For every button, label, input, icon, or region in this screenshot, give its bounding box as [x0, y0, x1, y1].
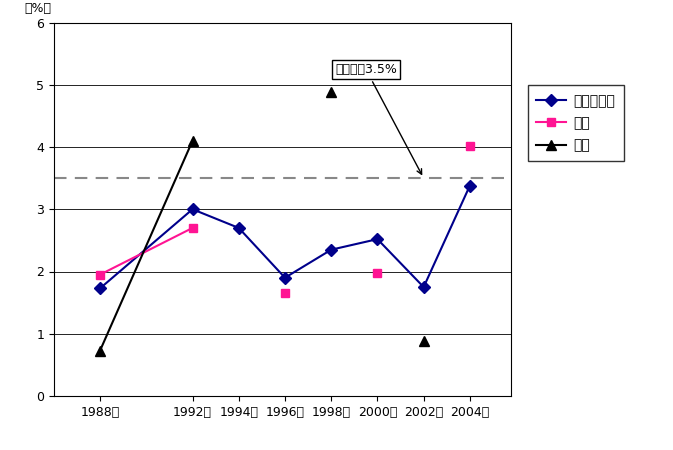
- 冬季: [419, 338, 427, 344]
- Text: （%）: （%）: [24, 2, 51, 15]
- 夏季: [96, 272, 104, 277]
- 夏季: [188, 225, 197, 230]
- 夏季: [466, 143, 474, 148]
- Line: 夏季: 夏季: [96, 142, 474, 297]
- 夏季＋冬季: [419, 284, 427, 290]
- 夏季＋冬季: [466, 183, 474, 188]
- 夏季＋冬季: [327, 247, 335, 252]
- 夏季＋冬季: [374, 236, 382, 242]
- 冬季: [327, 90, 335, 95]
- Line: 夏季＋冬季: 夏季＋冬季: [96, 181, 474, 292]
- Text: 基本目標3.5%: 基本目標3.5%: [335, 63, 421, 174]
- 夏季: [374, 270, 382, 276]
- 夏季＋冬季: [235, 225, 243, 230]
- 冬季: [96, 348, 104, 353]
- 夏季＋冬季: [96, 286, 104, 291]
- Legend: 夏季＋冬季, 夏季, 冬季: 夏季＋冬季, 夏季, 冬季: [528, 86, 624, 161]
- Line: 冬季: 冬季: [95, 87, 429, 356]
- 夏季＋冬季: [188, 207, 197, 212]
- 冬季: [188, 138, 197, 144]
- 夏季＋冬季: [281, 275, 289, 280]
- 夏季: [281, 291, 289, 296]
